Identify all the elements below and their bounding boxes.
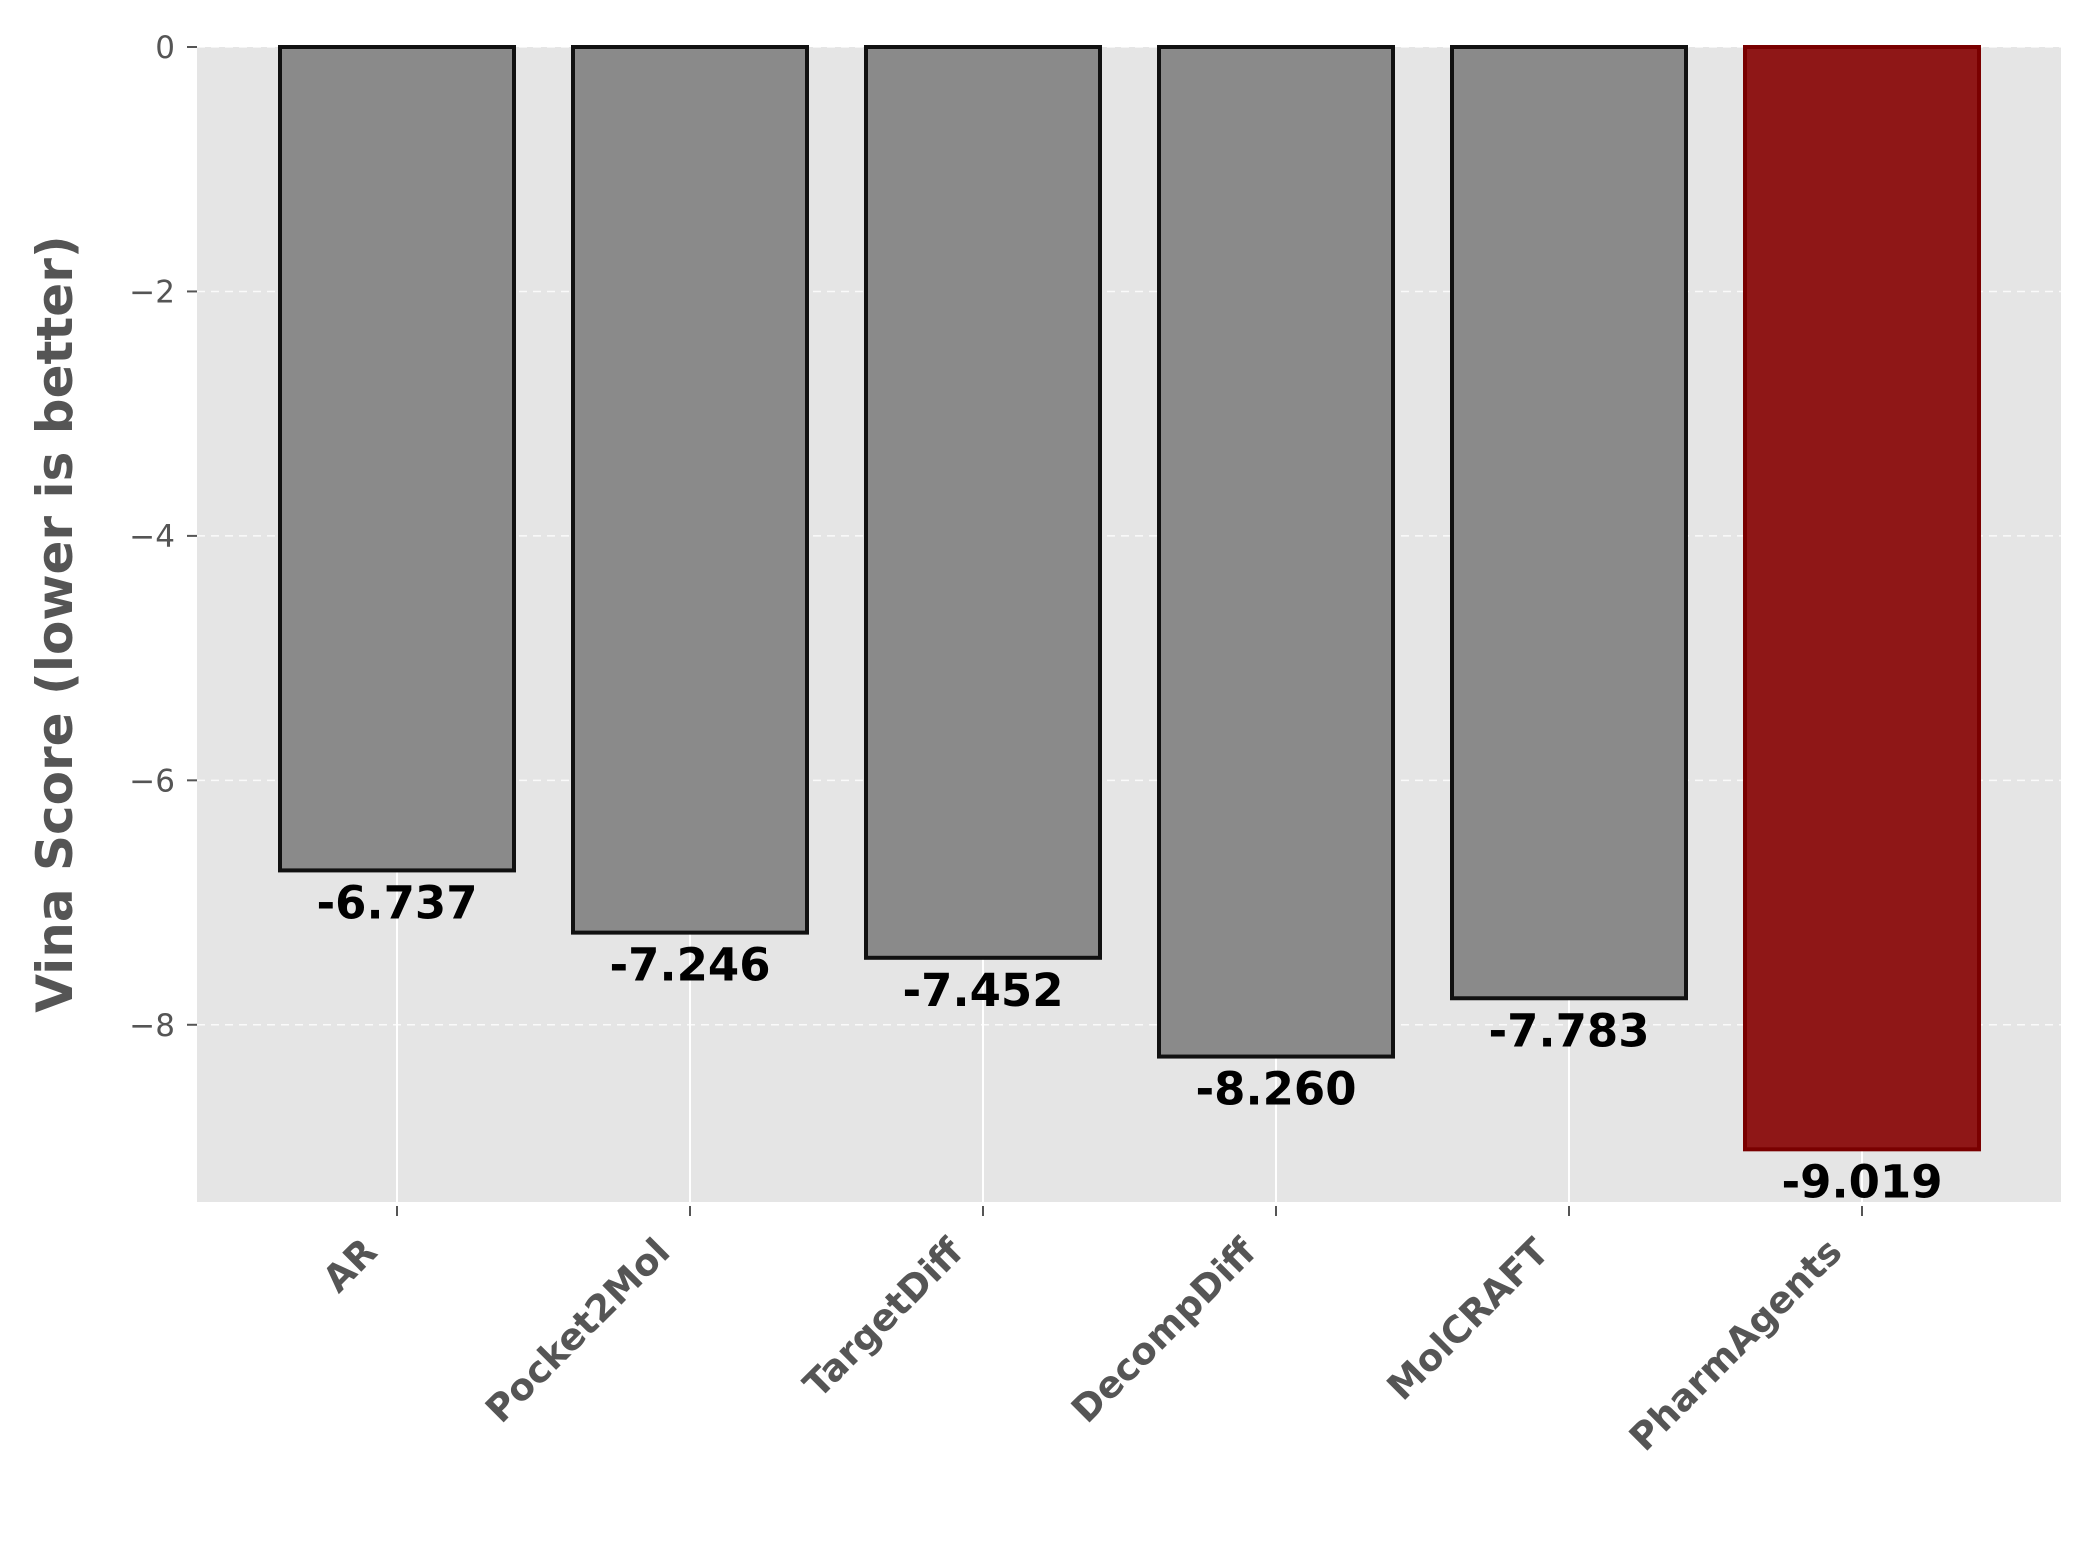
- bar-molcraft: [1450, 45, 1688, 1001]
- data-label-molcraft: -7.783: [1488, 1004, 1649, 1057]
- y-tick-label: −6: [129, 763, 175, 799]
- y-axis-ticks: 0 −2 −4 −6 −8: [129, 30, 197, 1044]
- bar-ar: [278, 45, 516, 873]
- data-label-targetdiff: -7.452: [902, 964, 1063, 1017]
- x-tick-label-pocket2mol: Pocket2Mol: [477, 1230, 678, 1431]
- y-tick-label: −8: [129, 1008, 175, 1044]
- y-tick-label: −4: [129, 519, 175, 555]
- bars: -6.737 -7.246 -7.452 -8.260 -7.783 -9.019: [278, 45, 1981, 1208]
- x-tick-label-decompdiff: DecompDiff: [1063, 1229, 1265, 1431]
- x-tick-label-molcraft: MolCRAFT: [1379, 1229, 1558, 1408]
- data-label-ar: -6.737: [316, 876, 477, 929]
- y-tick-label: −2: [129, 274, 175, 310]
- x-tick-label-ar: AR: [315, 1230, 386, 1301]
- bar-targetdiff: [864, 45, 1102, 960]
- bar-pharmagents: [1743, 45, 1981, 1152]
- x-tick-label-targetdiff: TargetDiff: [795, 1229, 972, 1406]
- data-label-pharmagents: -9.019: [1781, 1155, 1942, 1208]
- x-tick-label-pharmagents: PharmAgents: [1621, 1230, 1850, 1459]
- data-label-decompdiff: -8.260: [1195, 1063, 1356, 1116]
- bar-decompdiff: [1157, 45, 1395, 1059]
- y-tick-label: 0: [155, 30, 175, 66]
- data-label-pocket2mol: -7.246: [609, 939, 770, 992]
- y-axis-title: Vina Score (lower is better): [26, 235, 84, 1012]
- x-axis-ticks: AR Pocket2Mol TargetDiff DecompDiff MolCRAFT…: [315, 1206, 1863, 1459]
- bar-pocket2mol: [571, 45, 809, 935]
